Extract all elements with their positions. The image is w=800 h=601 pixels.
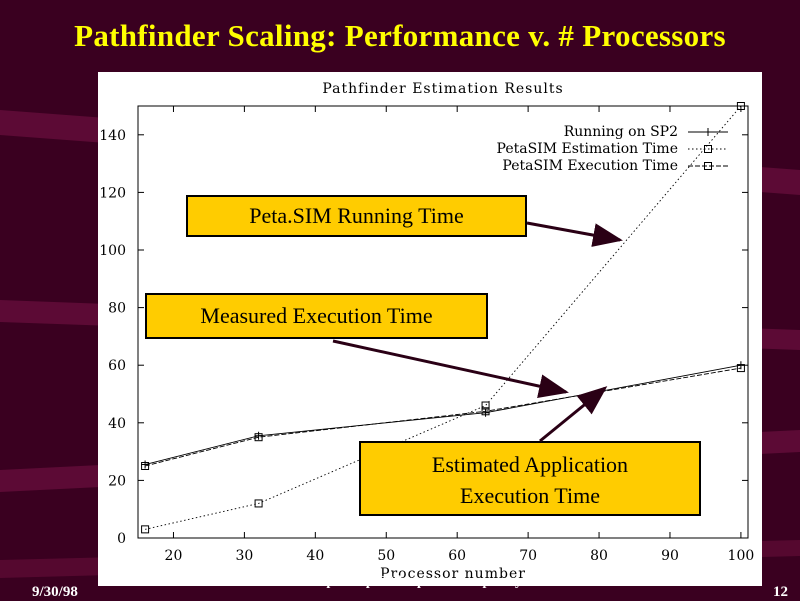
plot-frame: [137, 105, 749, 539]
slide-title: Pathfinder Scaling: Performance v. # Pro…: [74, 18, 726, 53]
callout-measured-execution: Measured Execution Time: [145, 293, 488, 339]
data-point: [736, 361, 745, 370]
data-point: [254, 433, 263, 442]
x-tick-label: 50: [377, 548, 395, 564]
data-point: [481, 401, 490, 410]
y-tick-label: 0: [117, 531, 126, 547]
footer-date: 9/30/98: [32, 584, 78, 600]
y-tick-label: 140: [99, 128, 126, 144]
x-tick-label: 30: [235, 548, 253, 564]
y-tick-label: 60: [108, 358, 126, 374]
page-number: 12: [773, 584, 788, 600]
y-tick-label: 120: [99, 185, 126, 201]
y-tick-label: 20: [108, 473, 126, 489]
data-point: [481, 408, 490, 417]
y-tick-label: 80: [108, 301, 126, 317]
legend-label: PetaSIM Estimation Time: [497, 141, 678, 157]
line-chart: Pathfinder Estimation Results 0 20 40 60 80 10…: [99, 81, 755, 582]
series-line: [144, 367, 741, 467]
callout-petasim-running: Peta.SIM Running Time: [186, 195, 527, 237]
callout-estimated-line1: Estimated Application: [431, 452, 629, 477]
legend-marker: [704, 162, 712, 170]
legend-label: Running on SP2: [564, 124, 678, 140]
callout-estimated-line2: Execution Time: [460, 483, 600, 508]
y-tick-label: 100: [99, 243, 126, 259]
data-point: [141, 525, 150, 534]
x-tick-label: 70: [519, 548, 537, 564]
legend-marker: [704, 128, 712, 136]
y-tick-label: 40: [108, 416, 126, 432]
x-tick-label: 40: [306, 548, 324, 564]
data-point: [254, 499, 263, 508]
legend-label: PetaSIM Execution Time: [502, 158, 678, 174]
data-point: [736, 102, 745, 110]
data-point: [254, 431, 263, 440]
legend-marker: [704, 145, 712, 153]
data-point: [141, 462, 150, 470]
x-tick-label: 80: [590, 548, 608, 564]
footer-url: nasaamesperfsept98 http://www.npac.syr.e…: [264, 574, 556, 589]
x-axis-label: Processor number: [380, 566, 526, 582]
x-tick-label: 20: [165, 548, 183, 564]
data-point: [736, 364, 745, 373]
x-tick-label: 60: [448, 548, 466, 564]
x-tick-label: 100: [728, 548, 755, 564]
x-tick-label: 90: [661, 548, 679, 564]
callout-estimated-execution: Estimated Application Execution Time: [359, 441, 701, 516]
chart-title: Pathfinder Estimation Results: [322, 81, 563, 97]
data-point: [481, 407, 490, 416]
data-point: [141, 460, 150, 469]
